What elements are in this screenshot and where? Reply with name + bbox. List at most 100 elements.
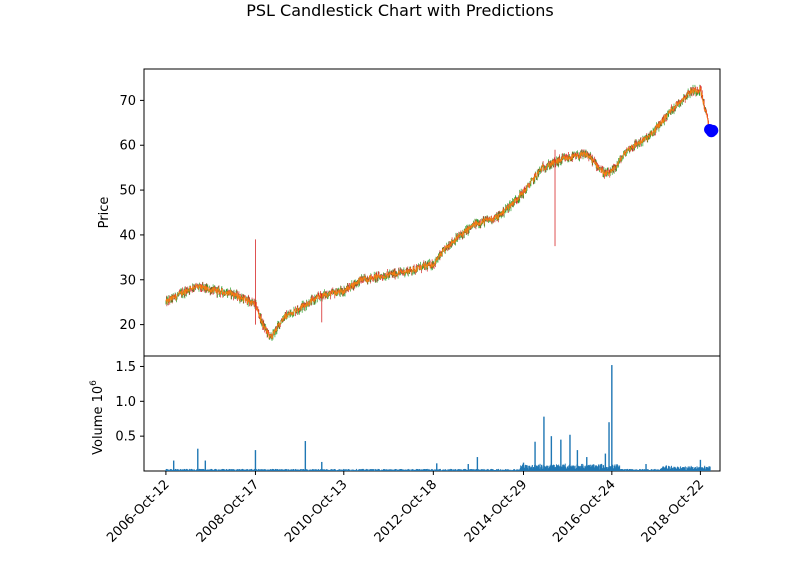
volume-bar: [601, 463, 603, 471]
x-tick-label: 2008-Oct-17: [194, 477, 262, 545]
volume-bar: [477, 469, 479, 471]
volume-bar: [373, 469, 375, 471]
volume-bar: [672, 467, 674, 471]
volume-bar: [554, 467, 556, 471]
volume-bar: [271, 468, 273, 471]
volume-bar: [363, 469, 365, 471]
volume-bar: [647, 469, 649, 471]
volume-bar: [251, 468, 253, 471]
volume-bar: [306, 469, 308, 471]
volume-bar: [229, 469, 231, 471]
volume-bar: [257, 468, 259, 471]
volume-bar: [635, 469, 637, 471]
volume-bar: [208, 469, 210, 471]
price-ytick-label: 60: [119, 139, 136, 154]
volume-bar: [507, 469, 509, 471]
volume-bar: [336, 469, 338, 471]
volume-spike: [608, 422, 610, 471]
price-ytick-label: 20: [119, 318, 136, 333]
volume-bar: [427, 469, 429, 471]
volume-bar: [593, 464, 595, 471]
volume-bar: [354, 470, 356, 471]
price-axis-label: Price: [97, 197, 112, 229]
volume-bar: [408, 468, 410, 471]
volume-spike: [522, 462, 525, 471]
volume-bar: [238, 469, 240, 471]
volume-bar: [516, 469, 518, 471]
volume-bar: [277, 469, 279, 471]
volume-bar: [185, 468, 187, 471]
volume-bar: [578, 466, 580, 471]
volume-bar: [332, 469, 334, 471]
volume-bar: [489, 469, 491, 471]
prediction-point: [707, 124, 719, 136]
volume-bar: [315, 470, 317, 471]
volume-bar: [438, 468, 440, 471]
volume-bar: [367, 469, 369, 471]
volume-bar: [332, 469, 334, 471]
volume-spike: [304, 441, 307, 471]
volume-bar: [349, 469, 351, 471]
volume-spike: [586, 457, 588, 471]
volume-bar: [328, 469, 330, 471]
volume-bar: [604, 468, 606, 471]
volume-bar: [459, 469, 461, 471]
volume-bar: [555, 464, 557, 471]
volume-bar: [439, 468, 441, 471]
volume-bar: [518, 469, 520, 471]
volume-bar: [688, 466, 690, 471]
volume-bar: [692, 467, 694, 471]
volume-bar: [432, 469, 434, 471]
volume-bar: [358, 469, 360, 471]
volume-bar: [541, 466, 543, 471]
volume-bar: [472, 469, 474, 471]
volume-bar: [225, 469, 227, 471]
volume-bar: [391, 469, 393, 471]
volume-spike: [204, 460, 207, 471]
volume-bar: [598, 465, 600, 471]
volume-bar: [286, 469, 288, 471]
volume-bar: [571, 466, 573, 471]
volume-bar: [592, 464, 594, 471]
volume-bar: [184, 469, 186, 471]
volume-bar: [170, 469, 172, 471]
price-plot-frame: [143, 68, 721, 357]
volume-spike: [534, 441, 536, 471]
volume-bar: [528, 465, 530, 471]
volume-bar: [355, 468, 357, 471]
volume-bar: [324, 469, 326, 471]
volume-spike: [611, 365, 613, 471]
volume-bar: [559, 466, 561, 471]
volume-bar: [641, 468, 643, 471]
volume-bar: [412, 468, 414, 471]
volume-spike: [436, 463, 438, 471]
volume-bar: [374, 468, 376, 471]
volume-bar: [423, 469, 425, 471]
volume-bar: [479, 469, 481, 471]
volume-bar: [323, 469, 325, 471]
volume-bar: [345, 469, 347, 471]
volume-bar: [619, 465, 621, 471]
volume-bar: [704, 465, 706, 471]
volume-ytick-label: 1.5: [115, 360, 136, 375]
volume-bar: [547, 465, 549, 471]
volume-bar: [384, 469, 386, 471]
volume-bar: [476, 468, 478, 471]
price-ytick-label: 40: [119, 228, 136, 243]
volume-bar: [481, 469, 483, 471]
volume-bar: [305, 469, 307, 471]
x-tick-label: 2016-Oct-24: [550, 477, 618, 545]
volume-bar: [196, 469, 198, 471]
volume-bar: [281, 468, 283, 471]
volume-bar: [581, 466, 583, 471]
volume-bar: [362, 468, 364, 471]
volume-bar: [381, 469, 383, 471]
volume-bar: [471, 469, 473, 471]
volume-bar: [627, 468, 629, 471]
volume-bar: [551, 465, 553, 471]
volume-bar: [187, 469, 189, 471]
volume-bar: [358, 469, 360, 471]
volume-bar: [415, 469, 417, 471]
price-close-line: [165, 86, 711, 340]
volume-bar: [269, 469, 271, 471]
